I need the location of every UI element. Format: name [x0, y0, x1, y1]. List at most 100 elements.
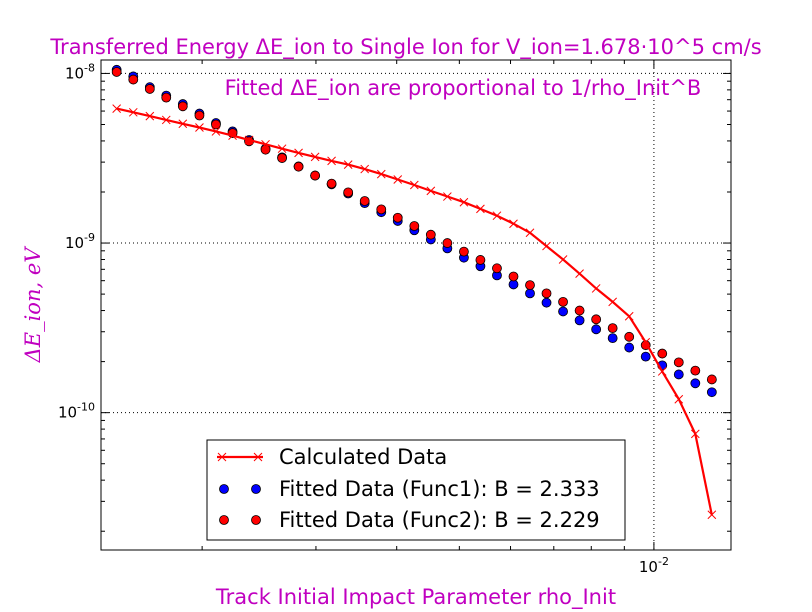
series-calculated-point [443, 192, 452, 201]
series-calculated-point-stroke [228, 131, 237, 140]
series-func1-point [624, 342, 635, 353]
series-func1-point [607, 333, 618, 344]
series-func2-point [690, 365, 701, 376]
series-calculated-point [393, 175, 403, 184]
y-tick-label: 10-10 [58, 401, 95, 422]
series-calculated-point-stroke [690, 429, 700, 439]
series-calculated-point [376, 169, 386, 179]
series-calculated-point [310, 152, 320, 162]
series-calculated-point [294, 148, 303, 158]
series-func2-point [541, 288, 552, 299]
series-func2-point [442, 238, 453, 248]
series-func2-point [525, 280, 535, 291]
series-func1-point [591, 324, 602, 335]
series-calculated-point-stroke [542, 241, 551, 251]
series-calculated-point-stroke [128, 107, 138, 117]
series-func2-point [492, 263, 502, 274]
series-func2-point [409, 221, 420, 231]
series-calculated-point [525, 228, 535, 238]
y-axis-label: ΔE_ion, eV [21, 246, 45, 364]
series-func2-point [144, 84, 155, 94]
series-calculated-point [657, 367, 667, 376]
series-func2-point [657, 348, 668, 359]
series-calculated-point [228, 131, 237, 140]
legend-marker [251, 484, 261, 494]
series-calculated-point [690, 429, 700, 439]
xlabel-text: Track Initial Impact Parameter rho_Init [215, 585, 616, 610]
legend: Calculated Data Fitted Data (Func1): B = … [206, 439, 626, 541]
series-calculated-point [343, 160, 353, 169]
series-calculated-point [261, 139, 270, 149]
series-calculated-point-stroke [294, 148, 303, 158]
series-func2-point [706, 374, 717, 385]
series-func1-point [525, 288, 535, 299]
y-tick-label-exponent: -9 [84, 231, 95, 244]
series-calculated-point-stroke [244, 135, 254, 145]
legend-label: Calculated Data [279, 445, 447, 469]
series-func1-point [706, 387, 717, 398]
series-func2-point [425, 229, 436, 240]
series-calculated-point [509, 219, 518, 229]
series-func1-point [673, 369, 684, 380]
series-calculated-point-stroke [178, 119, 188, 129]
series-calculated-point [624, 311, 634, 321]
legend-x-marker [217, 452, 227, 462]
title-text: Transferred Energy ΔE_ion to Single Ion … [49, 35, 761, 60]
series-func2-point [310, 170, 321, 181]
y-tick-label-exponent: -8 [84, 61, 95, 74]
x-axis-label: Track Initial Impact Parameter rho_Init [215, 585, 616, 610]
series-func2-point [111, 67, 122, 77]
series-calculated-point-stroke [261, 139, 270, 149]
series-calculated-point [409, 180, 419, 190]
legend-x-marker-stroke [217, 452, 227, 462]
series-func2-point [459, 246, 469, 257]
series-calculated-point [608, 297, 618, 307]
series-func1-point [640, 351, 651, 362]
series-calculated-point [145, 111, 155, 121]
series-func2-point [194, 110, 205, 121]
series-calculated-point-stroke [426, 186, 436, 196]
series-calculated-point-stroke [277, 144, 287, 154]
series-calculated-point [492, 211, 502, 221]
series-calculated-point-stroke [195, 123, 204, 132]
series-calculated-point [591, 284, 601, 293]
series-func2-point [128, 74, 139, 85]
series-func2-point [293, 161, 304, 172]
series-calculated-point [459, 197, 469, 207]
series-calculated-point [195, 123, 204, 132]
legend-label: Fitted Data (Func2): B = 2.229 [279, 508, 600, 532]
series-func1-point [558, 306, 568, 317]
legend-box [206, 439, 626, 541]
series-calculated-point-stroke [525, 228, 535, 238]
y-tick-label: 10-8 [65, 61, 95, 82]
series-calculated-point-stroke [310, 152, 320, 162]
series-calculated-point-stroke [112, 104, 122, 113]
y-tick-label-base: 10 [58, 404, 77, 422]
series-calculated-point [327, 156, 336, 166]
legend-marker [219, 515, 229, 525]
series-calculated-point [211, 127, 221, 136]
series-func2-point [392, 212, 403, 223]
series-func2-point [673, 357, 684, 368]
series-calculated-point-stroke [674, 394, 684, 404]
plot-frame [100, 59, 732, 551]
annotation-text: Fitted ΔE_ion are proportional to 1/rho_… [225, 76, 702, 101]
series-calculated-point [244, 135, 254, 145]
chart-title: Transferred Energy ΔE_ion to Single Ion … [49, 35, 761, 60]
series-calculated-point-stroke [492, 211, 502, 221]
series-calculated-point [360, 164, 370, 174]
series-func1-point [541, 297, 552, 308]
legend-x-marker-stroke [253, 452, 263, 462]
series-calculated-point-stroke [376, 169, 386, 179]
y-tick-label-exponent: -10 [77, 401, 95, 414]
series-calculated-point [161, 115, 171, 125]
series-calculated-point-stroke [459, 197, 469, 207]
series-func2-point [326, 178, 337, 189]
series-calculated-point-stroke [591, 284, 601, 293]
series-calculated-point [178, 119, 188, 129]
series-calculated-point-stroke [360, 164, 370, 174]
y-tick-label-base: 10 [65, 234, 84, 252]
series-calculated-point-stroke [509, 219, 518, 229]
series-calculated-point-stroke [343, 160, 353, 169]
